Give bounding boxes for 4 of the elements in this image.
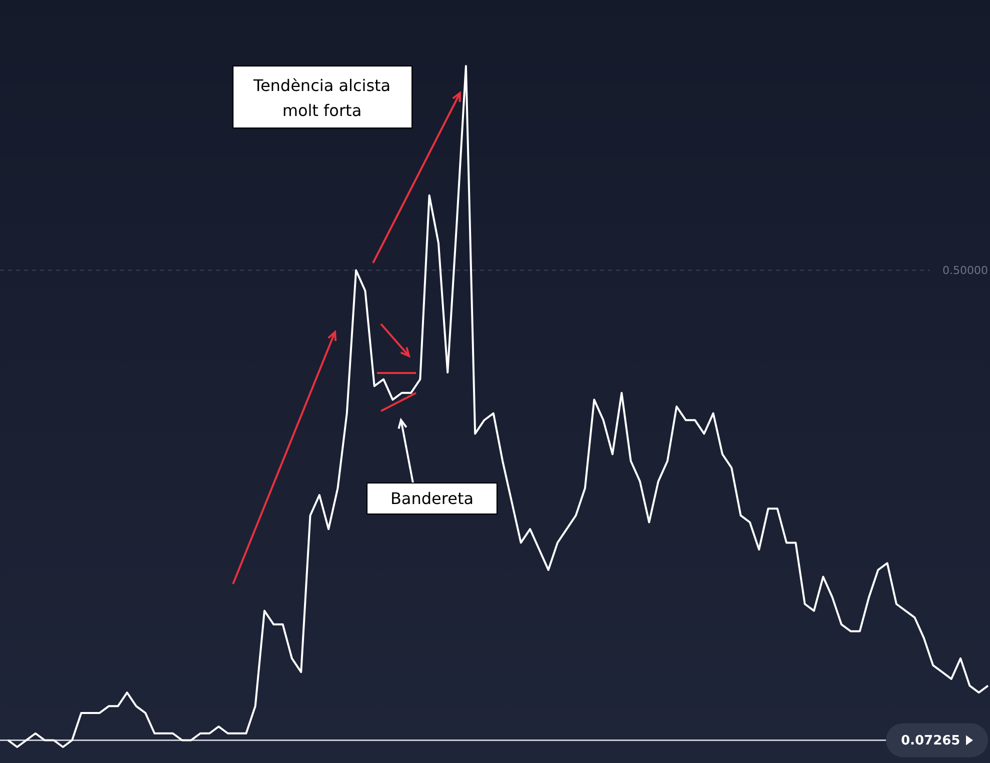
annotation: Bandereta (390, 489, 474, 508)
annotation: 0.07265 (901, 734, 960, 749)
annotation: 0.50000 (942, 264, 988, 278)
annotation: Tendència alcista molt forta (252, 76, 391, 120)
